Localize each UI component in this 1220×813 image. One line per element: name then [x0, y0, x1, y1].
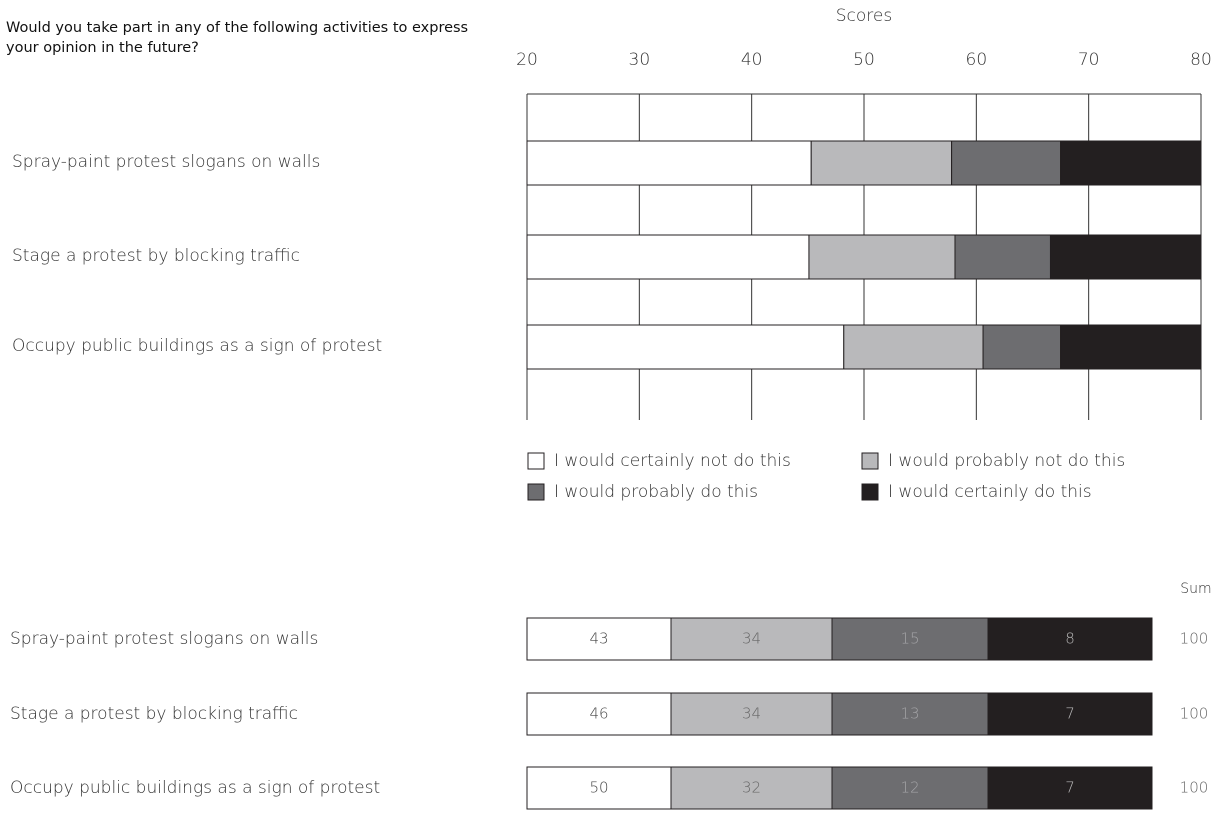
cell: [987, 766, 1153, 810]
legend-label: I would certainly not do this: [554, 451, 791, 471]
legend-swatch: [861, 452, 879, 470]
x-tick-label: 40: [741, 50, 763, 70]
bar-segment: [526, 140, 812, 186]
row-label: Occupy public buildings as a sign of pro…: [10, 778, 380, 798]
cell-value: 43: [589, 630, 608, 648]
bar-segment: [982, 324, 1062, 370]
x-tick-label: 60: [966, 50, 988, 70]
x-tick-label: 70: [1078, 50, 1100, 70]
cell: [987, 692, 1153, 736]
legend-swatch: [861, 483, 879, 501]
cell-value: 32: [742, 779, 761, 797]
category-label: Stage a protest by blocking traffic: [12, 246, 300, 266]
sum-header: Sum: [1180, 581, 1211, 597]
x-axis-title: Scores: [836, 6, 892, 26]
bar-segment: [843, 324, 984, 370]
bar-segment: [1060, 324, 1202, 370]
cell-value: 34: [742, 705, 761, 723]
bar-segment: [1060, 140, 1202, 186]
legend-swatch: [527, 452, 545, 470]
bar-segment: [951, 140, 1062, 186]
category-label: Spray-paint protest slogans on walls: [12, 152, 320, 172]
legend-label: I would probably do this: [554, 482, 758, 502]
cell-value: 15: [900, 630, 919, 648]
cell: [670, 692, 833, 736]
cell-value: 12: [900, 779, 919, 797]
row-label: Stage a protest by blocking traffic: [10, 704, 298, 724]
x-tick-label: 30: [629, 50, 651, 70]
cell-value: 8: [1065, 630, 1075, 648]
cell-value: 13: [900, 705, 919, 723]
cell-value: 50: [589, 779, 608, 797]
cell-value: 7: [1065, 779, 1075, 797]
cell-value: 46: [589, 705, 608, 723]
bar-segment: [1049, 234, 1202, 280]
cell: [526, 617, 672, 661]
cell: [987, 617, 1153, 661]
bar-segment: [954, 234, 1051, 280]
row-sum: 100: [1180, 779, 1209, 797]
bar-segment: [808, 234, 956, 280]
cell: [831, 766, 989, 810]
legend-label: I would certainly do this: [888, 482, 1092, 502]
bar-segment: [526, 234, 810, 280]
x-tick-label: 20: [516, 50, 538, 70]
row-label: Spray-paint protest slogans on walls: [10, 629, 318, 649]
cell-value: 34: [742, 630, 761, 648]
bar-segment: [810, 140, 953, 186]
x-tick-label: 50: [853, 50, 875, 70]
category-label: Occupy public buildings as a sign of pro…: [12, 336, 382, 356]
legend-label: I would probably not do this: [888, 451, 1125, 471]
row-sum: 100: [1180, 630, 1209, 648]
row-sum: 100: [1180, 705, 1209, 723]
x-tick-label: 80: [1190, 50, 1212, 70]
bar-segment: [526, 324, 845, 370]
cell: [526, 766, 672, 810]
cell-value: 7: [1065, 705, 1075, 723]
question: Would you take part in any of the follow…: [6, 20, 469, 56]
question-box: Would you take part in any of the follow…: [6, 20, 469, 56]
cell: [670, 617, 833, 661]
legend-swatch: [527, 483, 545, 501]
cell: [831, 692, 989, 736]
